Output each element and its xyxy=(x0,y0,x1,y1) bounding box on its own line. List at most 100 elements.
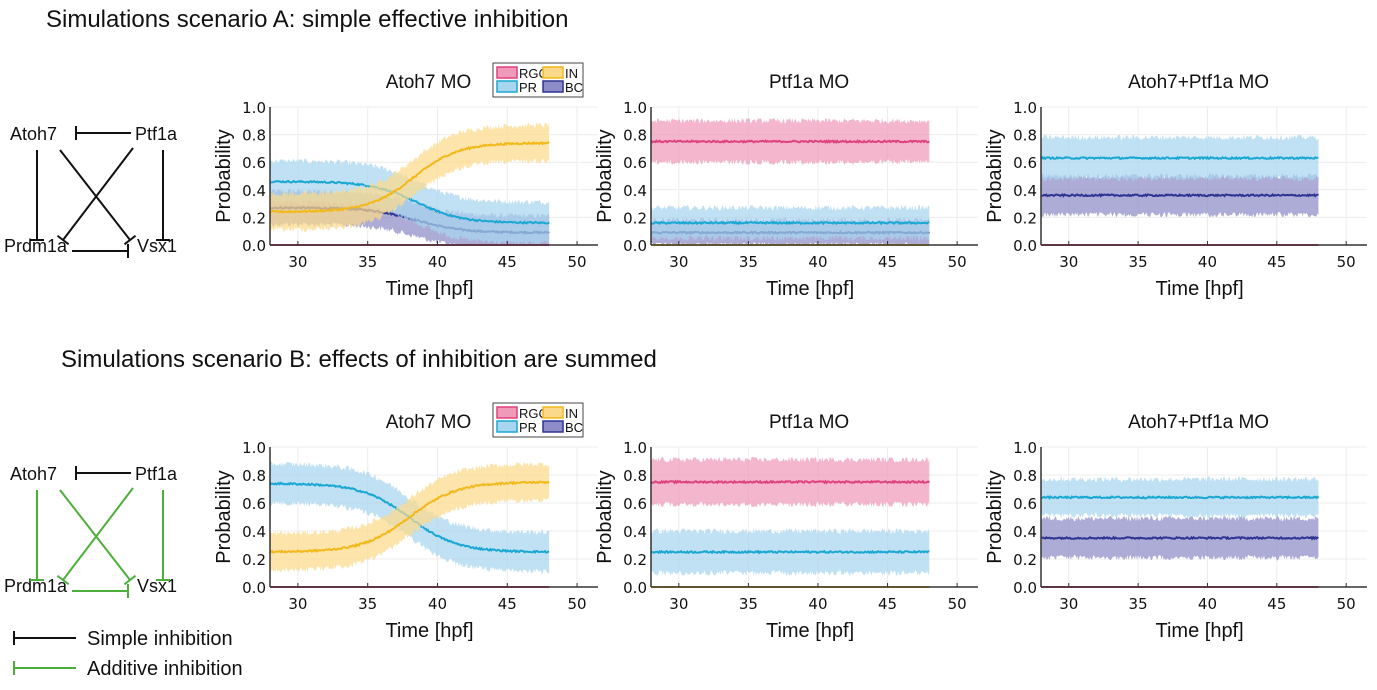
edge-ptf1a-vsx1 xyxy=(156,150,170,241)
key-label: Simple inhibition xyxy=(87,628,233,650)
y-tick-label: 0.2 xyxy=(1013,551,1037,569)
legend-swatch-rgc xyxy=(496,406,518,419)
x-tick-label: 30 xyxy=(288,253,307,271)
x-tick-label: 45 xyxy=(878,595,897,613)
line-rgc xyxy=(650,139,930,144)
chart-panel-2: 30 35 40 45 50 0.0 0.2 0.4 0.6 0.8 1.0 Time [hpf] Pr… xyxy=(594,72,978,300)
y-tick-label: 0.4 xyxy=(623,182,647,200)
x-tick-label: 30 xyxy=(669,595,688,613)
line-pr xyxy=(1040,494,1320,501)
inhibition-bar xyxy=(56,234,70,246)
y-tick-label: 0.8 xyxy=(1013,467,1037,485)
y-tick-label: 0.4 xyxy=(242,523,266,541)
line-pr xyxy=(270,179,550,225)
legend-label-pr: PR xyxy=(519,80,537,95)
legend: RGC IN PR BC xyxy=(492,62,584,98)
y-tick-label: 0.6 xyxy=(242,495,266,513)
edge-prdm1a-vsx1 xyxy=(72,584,129,598)
inhibition-bar xyxy=(56,574,70,586)
x-axis-label: Time [hpf] xyxy=(385,620,473,642)
y-tick-label: 0.8 xyxy=(242,127,266,145)
legend-swatch-bc xyxy=(542,80,564,93)
y-tick-label: 0.0 xyxy=(1013,237,1037,255)
x-tick-label: 30 xyxy=(669,253,688,271)
line-bc xyxy=(1040,535,1319,541)
line-in xyxy=(269,480,550,554)
edge-line xyxy=(62,147,134,241)
edge-ptf1a-vsx1 xyxy=(156,490,170,581)
line-in xyxy=(269,141,550,214)
y-tick-label: 0.4 xyxy=(623,523,647,541)
edge-prdm1a-vsx1 xyxy=(72,244,129,258)
x-tick-label: 40 xyxy=(428,253,447,271)
legend: RGC IN PR BC xyxy=(492,402,584,438)
y-tick-label: 1.0 xyxy=(242,439,266,457)
y-tick-label: 0.6 xyxy=(623,154,647,172)
edge-atoh7-vsx1 xyxy=(59,489,137,586)
y-tick-label: 1.0 xyxy=(242,99,266,117)
legend-swatch-in xyxy=(542,406,564,419)
panel-title: Atoh7 MO xyxy=(386,412,472,433)
line-pr xyxy=(650,220,930,226)
legend-label-bc: BC xyxy=(565,80,583,95)
x-tick-label: 50 xyxy=(1337,253,1356,271)
y-axis-label: Probability xyxy=(984,470,1006,563)
y-tick-label: 0.2 xyxy=(623,209,647,227)
edge-ptf1a-atoh7 xyxy=(75,126,131,140)
x-tick-label: 30 xyxy=(1059,253,1078,271)
x-tick-label: 45 xyxy=(1267,253,1286,271)
key-item-additive: Additive inhibition xyxy=(13,658,243,680)
legend-swatch-pr xyxy=(496,420,518,433)
line-pr xyxy=(650,549,930,555)
panel-title: Atoh7+Ptf1a MO xyxy=(1128,72,1269,93)
y-tick-label: 0.0 xyxy=(242,237,266,255)
y-tick-label: 0.6 xyxy=(242,154,266,172)
y-tick-label: 0.8 xyxy=(1013,127,1037,145)
x-tick-label: 50 xyxy=(948,595,967,613)
x-tick-label: 35 xyxy=(739,595,758,613)
y-axis-label: Probability xyxy=(213,470,235,563)
y-tick-label: 0.4 xyxy=(1013,182,1037,200)
chart-panel-4: 30 35 40 45 50 0.0 0.2 0.4 0.6 0.8 1.0 Time [hpf] Pr… xyxy=(213,402,598,642)
line-bc xyxy=(1040,192,1319,198)
node-prdm1a: Prdm1a xyxy=(4,236,68,256)
x-axis-label: Time [hpf] xyxy=(1156,620,1244,642)
chart-panel-5: 30 35 40 45 50 0.0 0.2 0.4 0.6 0.8 1.0 Time [hpf] Pr… xyxy=(594,412,978,642)
y-axis-label: Probability xyxy=(594,470,616,563)
key-label: Additive inhibition xyxy=(87,658,243,680)
y-axis-label: Probability xyxy=(213,129,235,222)
y-axis-label: Probability xyxy=(594,129,616,222)
key-item-simple: Simple inhibition xyxy=(13,628,233,650)
inhibition-bar xyxy=(123,574,137,586)
x-axis-label: Time [hpf] xyxy=(1156,278,1244,300)
legend-label-in: IN xyxy=(565,406,578,421)
inhibition-bar xyxy=(123,234,137,246)
x-tick-label: 35 xyxy=(739,253,758,271)
y-tick-label: 0.0 xyxy=(623,237,647,255)
chart-panel-3: 30 35 40 45 50 0.0 0.2 0.4 0.6 0.8 1.0 Time [hpf] Pr… xyxy=(984,72,1367,300)
x-tick-label: 50 xyxy=(1337,595,1356,613)
x-tick-label: 40 xyxy=(808,595,827,613)
legend-label-pr: PR xyxy=(519,420,537,435)
band-pr xyxy=(270,158,550,245)
x-tick-label: 45 xyxy=(878,253,897,271)
legend-label-bc: BC xyxy=(565,420,583,435)
x-tick-label: 40 xyxy=(428,595,447,613)
y-tick-label: 0.8 xyxy=(623,127,647,145)
x-tick-label: 40 xyxy=(808,253,827,271)
panel-title: Atoh7+Ptf1a MO xyxy=(1128,412,1269,433)
legend-swatch-rgc xyxy=(496,66,518,79)
chart-panel-6: 30 35 40 45 50 0.0 0.2 0.4 0.6 0.8 1.0 Time [hpf] Pr… xyxy=(984,412,1367,642)
legend-swatch-in xyxy=(542,66,564,79)
y-tick-label: 0.6 xyxy=(623,495,647,513)
panel-title: Atoh7 MO xyxy=(386,72,472,93)
legend-label-in: IN xyxy=(565,66,578,81)
x-tick-label: 30 xyxy=(1059,595,1078,613)
y-tick-label: 1.0 xyxy=(623,99,647,117)
x-tick-label: 45 xyxy=(1267,595,1286,613)
y-tick-label: 1.0 xyxy=(1013,99,1037,117)
legend-swatch-bc xyxy=(542,420,564,433)
